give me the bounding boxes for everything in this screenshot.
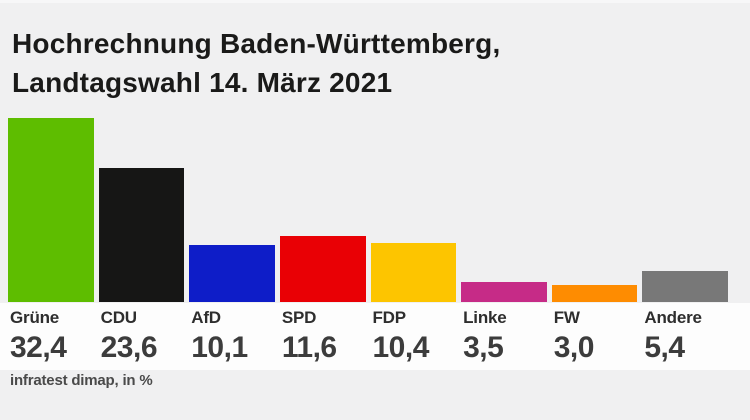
bar-zone	[642, 0, 728, 302]
value-label: 3,0	[553, 331, 595, 364]
bar	[370, 243, 457, 302]
bar	[279, 236, 366, 302]
bar-zone	[461, 0, 547, 302]
source-caption: infratest dimap, in %	[10, 372, 153, 389]
chart-column-cdu: CDU 23,6	[98, 0, 185, 365]
category-label: Linke	[463, 308, 507, 327]
bar-zone	[189, 0, 275, 302]
bar	[8, 118, 94, 302]
category-label: CDU	[100, 308, 137, 327]
bar-zone	[370, 0, 457, 302]
label-band	[0, 303, 750, 370]
value-label: 3,5	[463, 331, 504, 364]
chart-column-linke: Linke 3,5	[461, 0, 547, 365]
category-label: Grüne	[10, 308, 60, 327]
bar-zone	[98, 0, 185, 302]
bar-zone	[8, 0, 94, 302]
bar-zone	[279, 0, 366, 302]
chart-column-fdp: FDP 10,4	[370, 0, 457, 365]
chart-title: Hochrechnung Baden-Württemberg, Landtags…	[12, 24, 500, 102]
bar-zone	[551, 0, 638, 302]
chart-column-fw: FW 3,0	[551, 0, 638, 365]
chart-title-line2: Landtagswahl 14. März 2021	[12, 67, 393, 98]
value-label: 32,4	[10, 331, 67, 364]
bar	[551, 285, 638, 302]
bar-chart: Grüne 32,4 CDU 23,6 AfD 10,1 SPD 11,6 FDP 10,4 Lin…	[8, 0, 728, 365]
chart-column-grne: Grüne 32,4	[8, 0, 94, 365]
bar	[98, 168, 185, 302]
chart-column-andere: Andere 5,4	[642, 0, 728, 365]
bar	[642, 271, 728, 302]
value-label: 5,4	[644, 331, 685, 364]
value-label: 10,1	[191, 331, 248, 364]
value-label: 23,6	[100, 331, 158, 364]
category-label: Andere	[644, 308, 702, 327]
bar	[189, 245, 275, 302]
chart-column-afd: AfD 10,1	[189, 0, 275, 365]
chart-title-line1: Hochrechnung Baden-Württemberg,	[12, 28, 501, 59]
category-label: FW	[553, 308, 580, 327]
category-label: FDP	[372, 308, 407, 327]
bar	[461, 282, 547, 302]
page-top-edge	[0, 0, 750, 3]
chart-column-spd: SPD 11,6	[279, 0, 366, 365]
category-label: SPD	[281, 308, 317, 327]
value-label: 10,4	[372, 331, 430, 364]
value-label: 11,6	[281, 331, 337, 364]
category-label: AfD	[191, 308, 221, 327]
